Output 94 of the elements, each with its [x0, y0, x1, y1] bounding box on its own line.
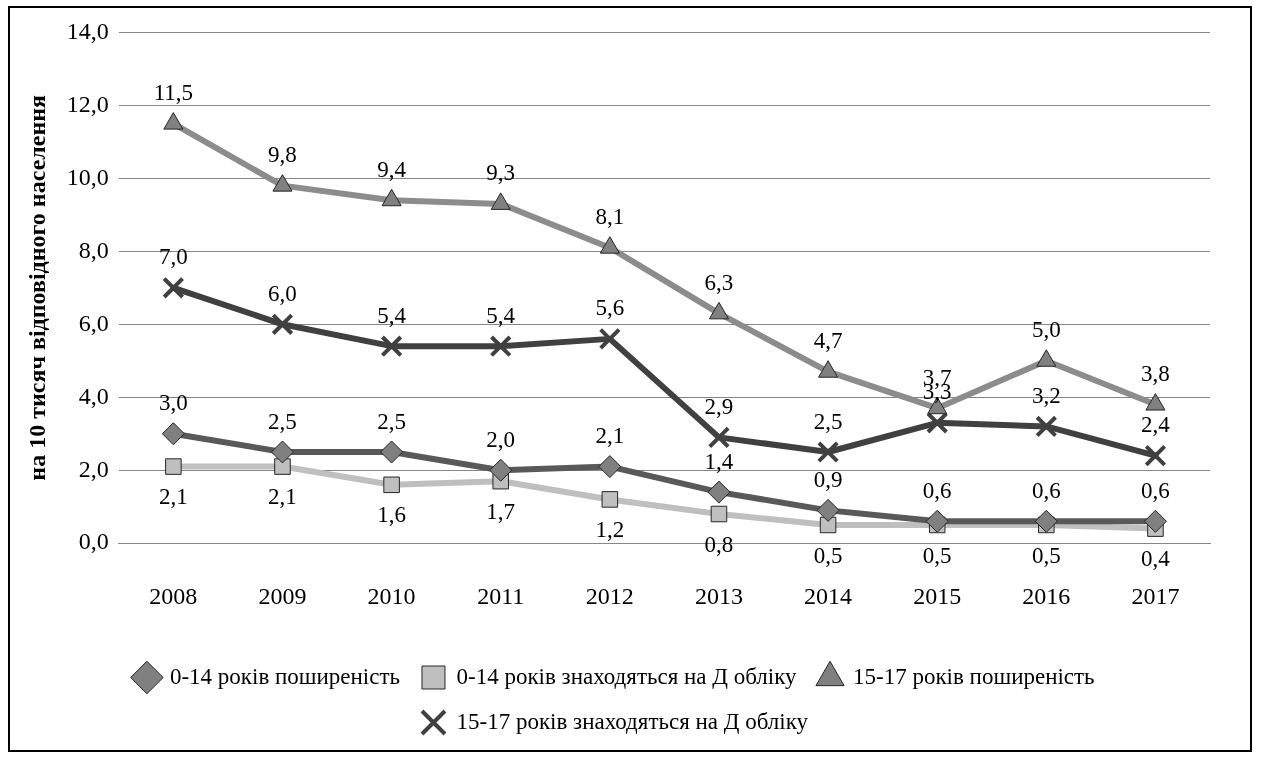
data-label: 2,5	[377, 408, 406, 434]
legend-label: 15-17 років поширеність	[853, 663, 1095, 689]
point	[1143, 509, 1167, 533]
y-tick-label: 0,0	[78, 528, 109, 555]
x-tick-label: 2009	[258, 582, 307, 609]
y-axis-title: на 10 тисяч відповідного населення	[23, 94, 50, 481]
data-label: 2,1	[158, 484, 188, 510]
point	[1035, 415, 1058, 438]
point	[165, 458, 182, 475]
data-label: 4,7	[813, 328, 843, 354]
data-label: 2,1	[595, 423, 625, 449]
point	[598, 455, 622, 479]
point	[489, 334, 512, 358]
point	[380, 440, 404, 464]
point	[271, 313, 294, 336]
point	[490, 192, 511, 210]
point	[1036, 349, 1057, 367]
y-tick-label: 12,0	[66, 90, 109, 117]
point	[707, 480, 731, 504]
data-label: 0,6	[922, 477, 952, 503]
data-label: 11,5	[153, 80, 194, 106]
point	[601, 491, 619, 508]
y-tick-label: 2,0	[78, 455, 109, 482]
data-label: 1,6	[377, 502, 406, 528]
point	[816, 498, 840, 522]
point	[707, 426, 731, 449]
data-label: 5,4	[377, 302, 407, 328]
data-label: 2,5	[813, 408, 843, 434]
data-label: 6,0	[268, 280, 297, 306]
legend-label: 0-14 років поширеність	[169, 663, 400, 689]
y-tick-label: 4,0	[78, 382, 109, 409]
point	[383, 476, 400, 494]
point	[272, 174, 293, 192]
y-tick-label: 8,0	[78, 236, 109, 263]
point	[1034, 509, 1058, 533]
data-label: 2,1	[268, 484, 297, 510]
data-label: 0,5	[1031, 542, 1061, 568]
x-tick-label: 2016	[1022, 582, 1071, 609]
point	[818, 360, 839, 378]
point	[489, 458, 513, 482]
x-tick-label: 2013	[694, 582, 743, 609]
point	[926, 411, 949, 434]
data-label: 0,5	[813, 542, 843, 568]
legend-label: 15-17 років знаходяться на Д обліку	[456, 708, 809, 734]
y-tick-label: 6,0	[78, 309, 109, 336]
data-label: 1,7	[486, 498, 516, 524]
data-label: 3,2	[1031, 382, 1061, 408]
point	[598, 327, 622, 351]
data-label: 5,6	[595, 295, 625, 321]
point	[710, 505, 728, 523]
data-label: 0,6	[1031, 477, 1061, 503]
data-label: 2,9	[704, 393, 734, 419]
data-label: 9,4	[377, 156, 407, 182]
data-label: 0,8	[704, 531, 734, 557]
point	[708, 301, 729, 320]
x-tick-label: 2015	[913, 582, 962, 609]
point	[161, 422, 185, 446]
y-tick-label: 14,0	[66, 17, 109, 44]
data-label: 5,0	[1031, 317, 1061, 343]
data-label: 0,4	[1141, 546, 1171, 572]
data-label: 5,4	[486, 302, 516, 328]
x-tick-label: 2011	[477, 582, 525, 609]
x-tick-label: 2014	[804, 582, 853, 609]
point	[1144, 444, 1167, 467]
data-label: 0,9	[813, 466, 843, 492]
data-label: 1,4	[704, 448, 734, 474]
data-label: 7,0	[158, 244, 188, 270]
data-label: 2,4	[1141, 412, 1171, 438]
x-tick-label: 2012	[585, 582, 634, 609]
x-tick-label: 2010	[367, 582, 416, 609]
data-label: 0,5	[922, 542, 952, 568]
data-label: 2,0	[486, 426, 516, 452]
data-label: 8,1	[595, 204, 625, 230]
data-label: 9,8	[268, 142, 297, 168]
point	[599, 236, 620, 254]
point	[162, 276, 185, 299]
point	[381, 188, 402, 207]
data-label: 9,3	[486, 160, 516, 186]
point	[925, 509, 949, 533]
y-tick-label: 10,0	[66, 163, 109, 190]
point	[163, 112, 184, 130]
data-label: 0,6	[1141, 477, 1170, 503]
data-label: 3,0	[158, 390, 188, 416]
point	[380, 334, 403, 358]
point	[816, 440, 840, 464]
x-tick-label: 2017	[1131, 582, 1180, 609]
data-label: 2,5	[268, 408, 297, 434]
data-label: 3,8	[1141, 361, 1170, 387]
x-tick-label: 2008	[149, 582, 198, 609]
legend-label: 0-14 років знаходяться на Д обліку	[456, 663, 798, 689]
point	[270, 440, 294, 464]
point	[1145, 393, 1166, 411]
data-label: 6,3	[704, 269, 734, 295]
data-label: 1,2	[595, 516, 625, 542]
